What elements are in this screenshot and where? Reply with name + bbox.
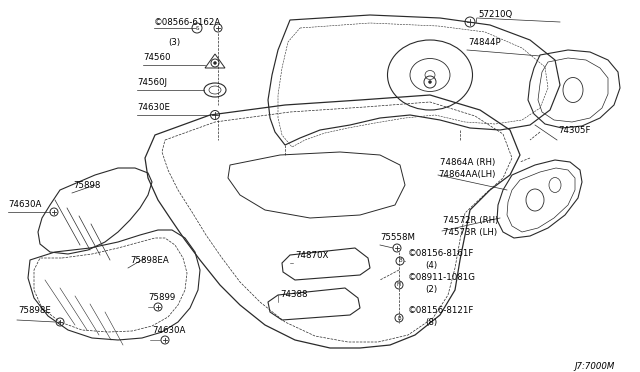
Text: B: B	[397, 315, 401, 321]
Text: S: S	[195, 26, 199, 31]
Text: 74630A: 74630A	[152, 326, 186, 335]
Text: 75898: 75898	[73, 181, 100, 190]
Text: 74864AA(LH): 74864AA(LH)	[438, 170, 495, 179]
Text: 75898E: 75898E	[18, 306, 51, 315]
Text: 75899: 75899	[148, 293, 175, 302]
Text: 74573R (LH): 74573R (LH)	[443, 228, 497, 237]
Text: 74630A: 74630A	[8, 200, 42, 209]
Text: 57210Q: 57210Q	[478, 10, 512, 19]
Text: 74864A (RH): 74864A (RH)	[440, 158, 495, 167]
Text: (2): (2)	[425, 285, 437, 294]
Circle shape	[214, 61, 216, 64]
Text: 74305F: 74305F	[558, 126, 591, 135]
Text: (3): (3)	[168, 38, 180, 47]
Text: 75558M: 75558M	[380, 233, 415, 242]
Text: 74388: 74388	[280, 290, 307, 299]
Text: ©08156-8161F: ©08156-8161F	[408, 249, 474, 258]
Text: 75898EA: 75898EA	[130, 256, 169, 265]
Text: (8): (8)	[425, 318, 437, 327]
Text: 74630E: 74630E	[137, 103, 170, 112]
Circle shape	[429, 80, 431, 83]
Text: B: B	[398, 259, 402, 263]
Text: N: N	[397, 282, 401, 288]
Text: 74560J: 74560J	[137, 78, 167, 87]
Text: ©08156-8121F: ©08156-8121F	[408, 306, 474, 315]
Text: 74844P: 74844P	[468, 38, 500, 47]
Text: 74572R (RH): 74572R (RH)	[443, 216, 499, 225]
Text: J7:7000M: J7:7000M	[575, 362, 615, 371]
Text: ©08566-6162A: ©08566-6162A	[154, 18, 221, 27]
Text: (4): (4)	[425, 261, 437, 270]
Text: 74870X: 74870X	[295, 251, 328, 260]
Text: ©08911-1081G: ©08911-1081G	[408, 273, 476, 282]
Text: 74560: 74560	[143, 53, 170, 62]
